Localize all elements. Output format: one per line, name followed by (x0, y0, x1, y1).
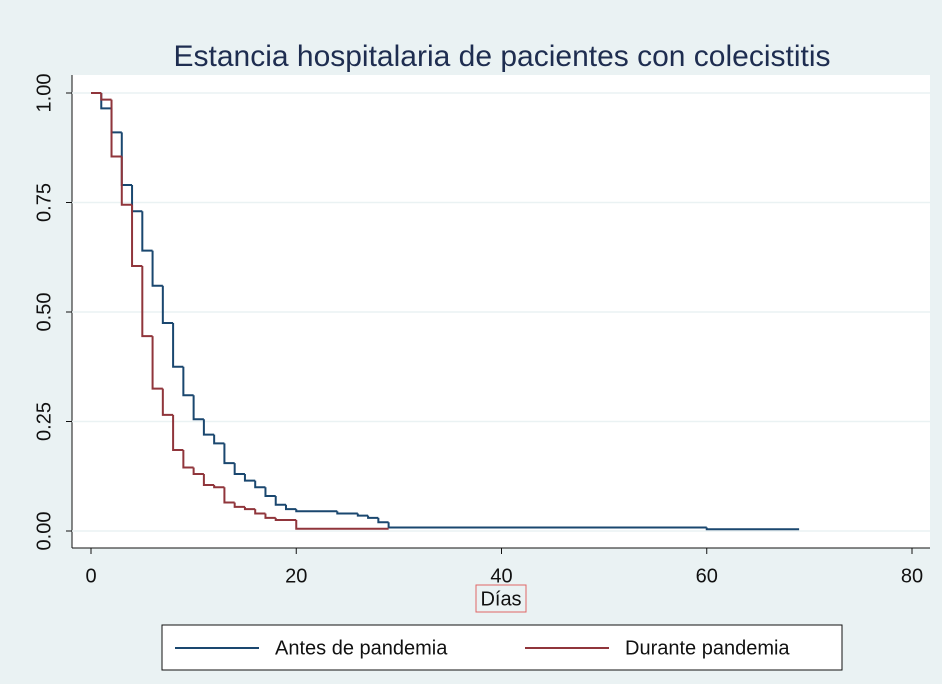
step-segment (243, 506, 256, 511)
y-tick-label: 0.50 (33, 293, 55, 332)
legend (161, 624, 843, 671)
step-segment (213, 485, 225, 489)
step-segment (100, 93, 112, 101)
legend-label: Antes de pandemia (275, 637, 448, 659)
step-segment (377, 517, 389, 524)
step-segment (356, 513, 369, 517)
y-tick-label: 1.00 (33, 74, 55, 113)
step-segment (161, 388, 174, 416)
y-tick-label: 0.25 (33, 402, 55, 441)
step-segment (151, 250, 163, 287)
step-segment (110, 99, 122, 158)
step-segment (243, 474, 256, 482)
step-segment (213, 434, 225, 445)
step-segment (202, 419, 215, 436)
step-segment (233, 463, 245, 476)
step-segment (367, 515, 379, 519)
step-segment (172, 414, 184, 451)
step-segment (182, 449, 194, 469)
step-segment (387, 522, 707, 529)
step-segment (172, 322, 184, 368)
step-segment (264, 487, 276, 497)
x-tick-label: 40 (490, 565, 512, 587)
step-segment (295, 520, 389, 530)
step-segment (182, 366, 194, 397)
step-segment (295, 509, 338, 513)
step-segment (151, 336, 163, 390)
label-highlight (475, 584, 527, 613)
step-segment (223, 487, 235, 504)
step-segment (120, 156, 133, 206)
step-segment (141, 211, 153, 252)
step-segment (336, 511, 358, 515)
step-segment (254, 509, 266, 515)
step-segment (274, 517, 297, 522)
x-tick-label: 80 (901, 565, 923, 587)
step-segment (202, 474, 215, 487)
step-segment (192, 467, 204, 476)
legend-label: Durante pandemia (625, 637, 790, 659)
step-segment (141, 266, 153, 338)
y-tick-label: 0.75 (33, 183, 55, 222)
step-segment (131, 204, 143, 268)
step-segment (705, 527, 800, 531)
step-segment (223, 443, 235, 465)
step-segment (192, 395, 204, 421)
x-tick-label: 60 (696, 565, 718, 587)
step-segment (274, 495, 286, 506)
step-segment (233, 502, 245, 508)
step-segment (284, 504, 297, 511)
x-tick-label: 0 (85, 565, 96, 587)
y-tick-label: 0.00 (33, 512, 55, 551)
x-axis-title: Días (480, 588, 521, 610)
step-segment (264, 513, 276, 519)
step-segment (254, 480, 266, 489)
step-segment (161, 285, 174, 324)
x-tick-label: 20 (285, 565, 307, 587)
chart-title: Estancia hospitalaria de pacientes con c… (173, 40, 830, 73)
